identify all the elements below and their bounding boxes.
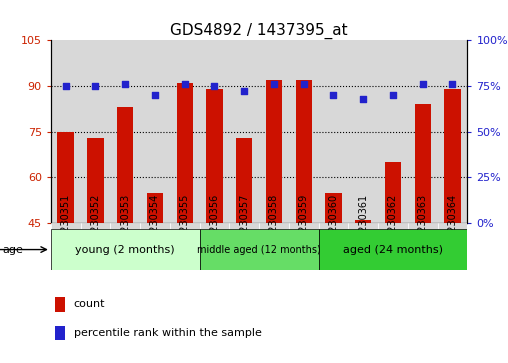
Bar [408,223,437,229]
Bar [87,138,104,223]
Text: GSM1230363: GSM1230363 [418,193,428,258]
Bar [200,40,229,223]
Text: GSM1230354: GSM1230354 [150,193,160,258]
Bar [266,79,282,223]
Bar [170,223,200,229]
Bar [236,138,252,223]
Bar [147,193,163,223]
Bar [437,40,467,223]
Bar [55,326,66,340]
Text: GSM1230357: GSM1230357 [239,193,249,259]
Bar [444,89,461,223]
Bar [81,223,110,229]
Bar [378,223,408,229]
Point [329,92,337,98]
Bar [200,223,229,229]
Bar [51,40,81,223]
Text: GSM1230360: GSM1230360 [329,193,338,258]
Bar [229,40,259,223]
Bar [206,89,223,223]
Point [91,83,100,89]
Point [300,81,308,87]
Text: GSM1230353: GSM1230353 [120,193,130,258]
Text: GSM1230352: GSM1230352 [90,193,101,259]
Title: GDS4892 / 1437395_at: GDS4892 / 1437395_at [170,23,348,38]
Bar [355,220,371,223]
Bar [259,40,289,223]
Bar [385,162,401,223]
Bar [348,223,378,229]
Bar [325,193,342,223]
Text: GSM1230351: GSM1230351 [60,193,71,258]
Bar [229,223,259,229]
Bar [55,297,66,311]
Bar [289,40,319,223]
Text: aged (24 months): aged (24 months) [343,245,443,254]
Bar [319,223,348,229]
Bar [140,223,170,229]
Text: young (2 months): young (2 months) [75,245,175,254]
Text: GSM1230361: GSM1230361 [358,193,368,258]
Bar [57,131,74,223]
Bar [51,223,81,229]
Point [419,81,427,87]
Bar [176,83,193,223]
Point [389,92,397,98]
Point [449,81,457,87]
Point [270,81,278,87]
Point [210,83,218,89]
Bar [170,40,200,223]
Bar [110,40,140,223]
Point [181,81,189,87]
Bar [378,40,408,223]
Bar [415,104,431,223]
Text: GSM1230356: GSM1230356 [209,193,219,258]
Bar [200,229,319,270]
Bar [437,223,467,229]
Text: GSM1230362: GSM1230362 [388,193,398,258]
Bar [408,40,437,223]
Bar [296,79,312,223]
Point [240,88,248,94]
Text: middle aged (12 months): middle aged (12 months) [197,245,321,254]
Text: count: count [74,299,105,309]
Bar [319,229,467,270]
Point [359,96,367,102]
Text: age: age [3,245,23,254]
Bar [348,40,378,223]
Point [121,81,129,87]
Bar [117,107,134,223]
Text: percentile rank within the sample: percentile rank within the sample [74,328,262,338]
Bar [319,40,348,223]
Point [61,83,70,89]
Point [151,92,159,98]
Bar [51,229,200,270]
Bar [289,223,319,229]
Text: GSM1230359: GSM1230359 [299,193,309,258]
Text: GSM1230364: GSM1230364 [448,193,458,258]
Bar [110,223,140,229]
Bar [259,223,289,229]
Bar [81,40,110,223]
Text: GSM1230358: GSM1230358 [269,193,279,258]
Text: GSM1230355: GSM1230355 [180,193,189,259]
Bar [140,40,170,223]
